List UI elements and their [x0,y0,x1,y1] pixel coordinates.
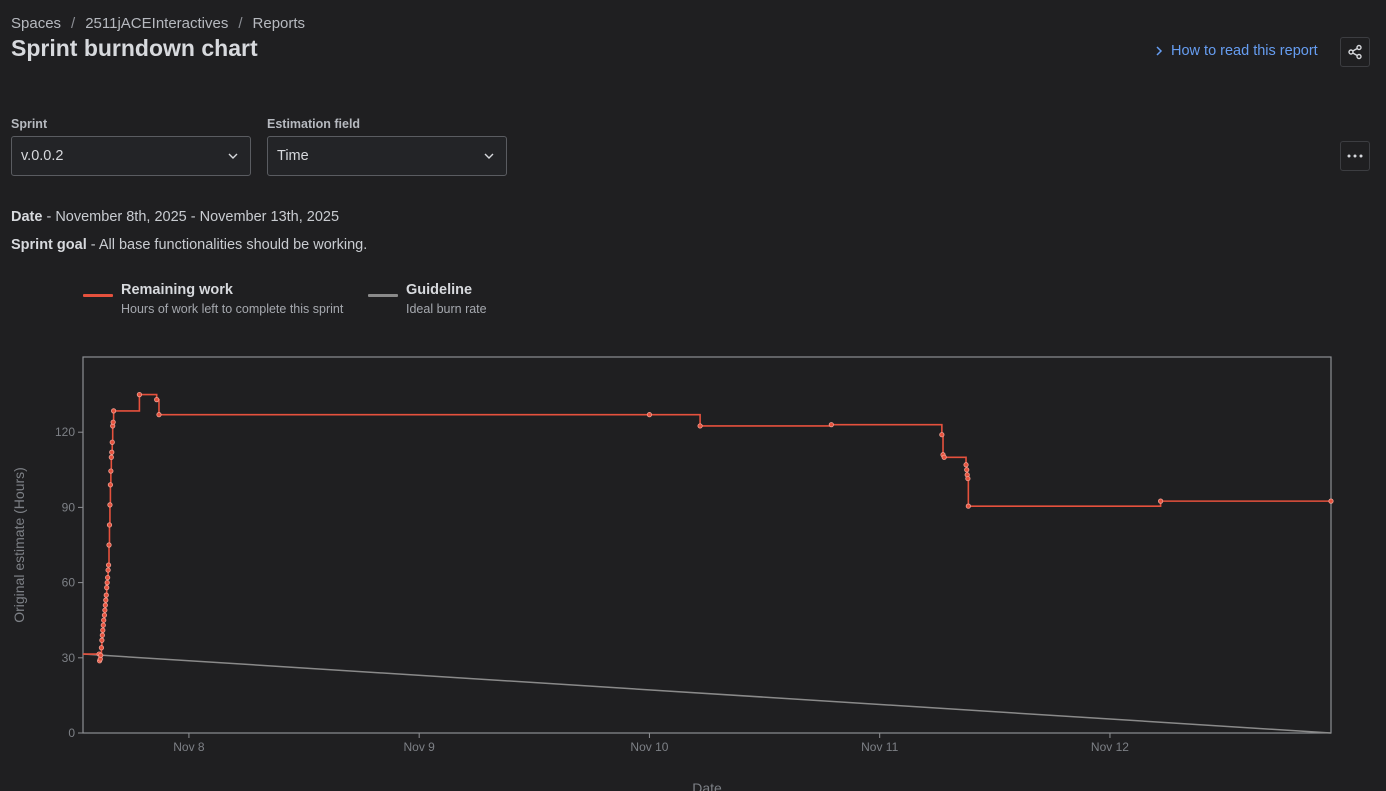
x-tick-label: Nov 8 [173,740,205,754]
remaining-work-point [107,502,113,508]
sprint-select[interactable]: v.0.0.2 [11,136,251,176]
x-tick-label: Nov 10 [630,740,668,754]
legend-guideline-title: Guideline [406,282,473,298]
how-to-read-label: How to read this report [1171,43,1318,59]
remaining-work-point [100,627,106,633]
y-tick-label: 120 [55,425,75,439]
how-to-read-link[interactable]: How to read this report [1155,43,1318,59]
date-label: Date [11,209,43,225]
x-axis-title: Date [692,780,722,791]
remaining-work-point [941,454,947,460]
breadcrumb-spaces[interactable]: Spaces [11,15,62,32]
remaining-work-point [101,612,108,618]
remaining-work-point [102,602,108,608]
legend-remaining-title: Remaining work [121,282,233,298]
chevron-right-icon [1156,46,1163,56]
date-value: - November 8th, 2025 - November 13th, 20… [42,209,340,225]
guideline-series-line [82,653,1332,734]
remaining-work-point [828,422,834,428]
sprint-date: Date - November 8th, 2025 - November 13t… [11,209,339,225]
y-tick-label: 30 [62,651,76,665]
more-actions-button[interactable] [1340,141,1370,171]
remaining-work-point [104,580,110,586]
page-title: Sprint burndown chart [11,35,258,61]
sprint-goal-label: Sprint goal [11,237,87,253]
remaining-work-point [646,412,653,418]
breadcrumb-space[interactable]: 2511jACEInteractives [85,15,229,32]
remaining-work-point [102,607,108,613]
remaining-work-point [103,597,109,603]
remaining-work-point [965,475,971,482]
remaining-work-point [105,567,111,573]
remaining-work-point [964,467,970,473]
remaining-work-point [100,622,106,628]
sprint-select-value: v.0.0.2 [21,148,64,164]
remaining-work-point [101,617,107,623]
share-icon [1348,44,1362,60]
remaining-work-point [99,632,105,638]
sprint-goal: Sprint goal - All base functionalities s… [11,237,367,253]
sprint-label: Sprint [11,117,48,131]
burndown-chart: 0 30 60 90 120 Nov 8 Nov 9 Nov 10 Nov 11 Nov 12 Or… [11,356,1334,791]
remaining-work-point [1328,498,1334,504]
estimation-field-select[interactable]: Time [267,136,507,176]
estimation-select-value: Time [277,148,309,164]
remaining-work-point [963,462,969,468]
remaining-work-point [104,585,110,591]
remaining-work-point [98,645,105,651]
remaining-work-point [106,542,112,548]
remaining-work-series-line [83,393,1331,662]
chevron-down-icon [228,153,238,159]
more-horizontal-icon [1347,154,1363,158]
remaining-work-point [109,449,115,455]
remaining-work-point [107,482,114,488]
y-tick-label: 0 [68,726,75,740]
remaining-work-point [108,468,114,474]
remaining-work-point [156,412,162,418]
x-tick-label: Nov 11 [861,740,898,754]
remaining-work-point [697,423,703,429]
remaining-work-point [110,419,116,425]
remaining-work-point [109,439,115,445]
legend-guideline-swatch [368,294,398,297]
share-button[interactable] [1340,37,1370,67]
remaining-work-point [103,592,109,598]
remaining-work-point [136,391,143,398]
y-tick-label: 90 [62,500,76,514]
breadcrumb-separator: / [71,15,76,32]
x-tick-label: Nov 9 [403,740,435,754]
legend-remaining-work: Remaining work Hours of work left to com… [83,282,343,316]
legend-remaining-subtitle: Hours of work left to complete this spri… [121,302,344,316]
legend-guideline-subtitle: Ideal burn rate [406,302,487,316]
plot-frame [82,356,1332,734]
breadcrumb: Spaces / 2511jACEInteractives / Reports [11,15,305,32]
remaining-work-point [111,408,117,414]
chevron-down-icon [484,153,494,159]
legend-remaining-swatch [83,294,113,297]
y-axis-title: Original estimate (Hours) [11,467,27,623]
remaining-work-point [154,397,160,403]
x-tick-label: Nov 12 [1091,740,1129,754]
breadcrumb-separator: / [238,15,243,32]
legend-guideline: Guideline Ideal burn rate [368,282,487,316]
y-tick-label: 60 [62,576,76,590]
remaining-work-point [99,637,105,643]
remaining-work-point [105,562,112,568]
remaining-work-point [939,432,945,438]
breadcrumb-reports[interactable]: Reports [252,15,306,32]
sprint-goal-value: - All base functionalities should be wor… [86,237,368,253]
remaining-work-point [965,503,971,509]
remaining-work-point [108,454,114,460]
remaining-work-point [1158,498,1164,504]
remaining-work-point [98,652,104,658]
estimation-field-label: Estimation field [267,117,361,131]
remaining-work-point [105,574,111,581]
remaining-work-point [106,522,113,528]
